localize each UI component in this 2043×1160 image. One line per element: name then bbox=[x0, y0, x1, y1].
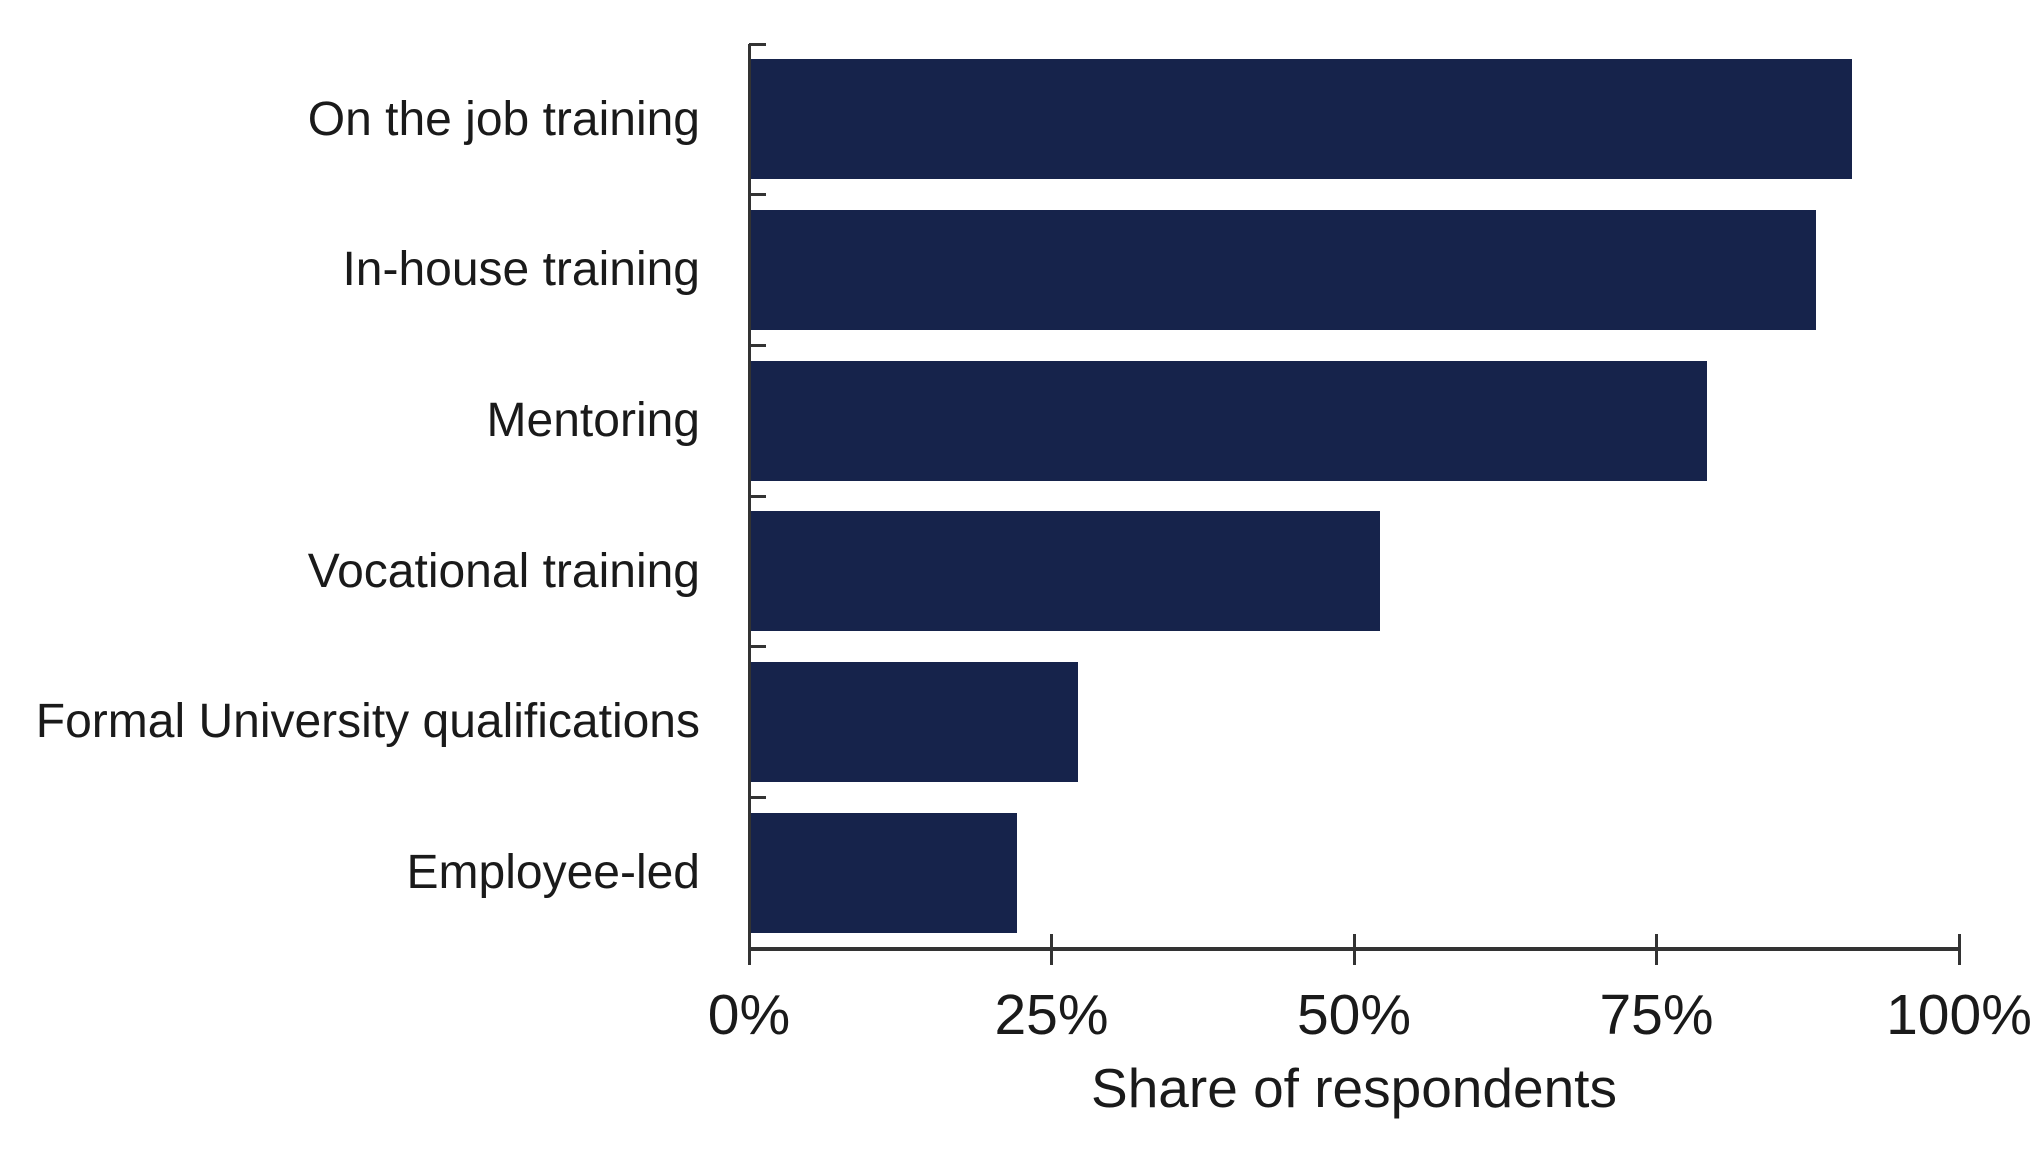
bar-4 bbox=[751, 511, 1381, 632]
y-axis-tick bbox=[749, 795, 766, 799]
bar-5 bbox=[751, 662, 1078, 782]
x-axis-tick bbox=[747, 934, 751, 965]
y-axis-tick bbox=[749, 42, 766, 46]
bar-1 bbox=[751, 59, 1853, 180]
y-axis-line bbox=[748, 44, 751, 951]
y-axis-tick bbox=[749, 494, 766, 498]
x-axis-tick bbox=[1957, 934, 1961, 965]
bar-2 bbox=[751, 210, 1816, 330]
category-label: Vocational training bbox=[307, 544, 700, 598]
x-axis-tick bbox=[1050, 934, 1053, 965]
category-label: Mentoring bbox=[486, 394, 700, 448]
x-axis-tick-label: 100% bbox=[1886, 983, 2032, 1047]
category-label: In-house training bbox=[342, 243, 700, 297]
y-axis-tick bbox=[749, 193, 766, 197]
category-label: On the job training bbox=[307, 92, 700, 146]
x-axis-tick-label: 25% bbox=[994, 983, 1109, 1047]
category-label: Formal University qualifications bbox=[35, 695, 700, 749]
category-label: Employee-led bbox=[406, 846, 700, 900]
x-axis-tick-label: 75% bbox=[1599, 983, 1714, 1047]
y-axis-tick bbox=[749, 645, 766, 649]
bar-3 bbox=[751, 360, 1707, 481]
x-axis-title: Share of respondents bbox=[1091, 1057, 1617, 1119]
y-axis-tick bbox=[749, 343, 766, 347]
x-axis-tick bbox=[1655, 934, 1658, 965]
bar-6 bbox=[751, 812, 1018, 933]
x-axis-tick bbox=[1352, 934, 1356, 965]
x-axis-tick-label: 0% bbox=[707, 983, 791, 1047]
x-axis-tick-label: 50% bbox=[1296, 983, 1412, 1047]
